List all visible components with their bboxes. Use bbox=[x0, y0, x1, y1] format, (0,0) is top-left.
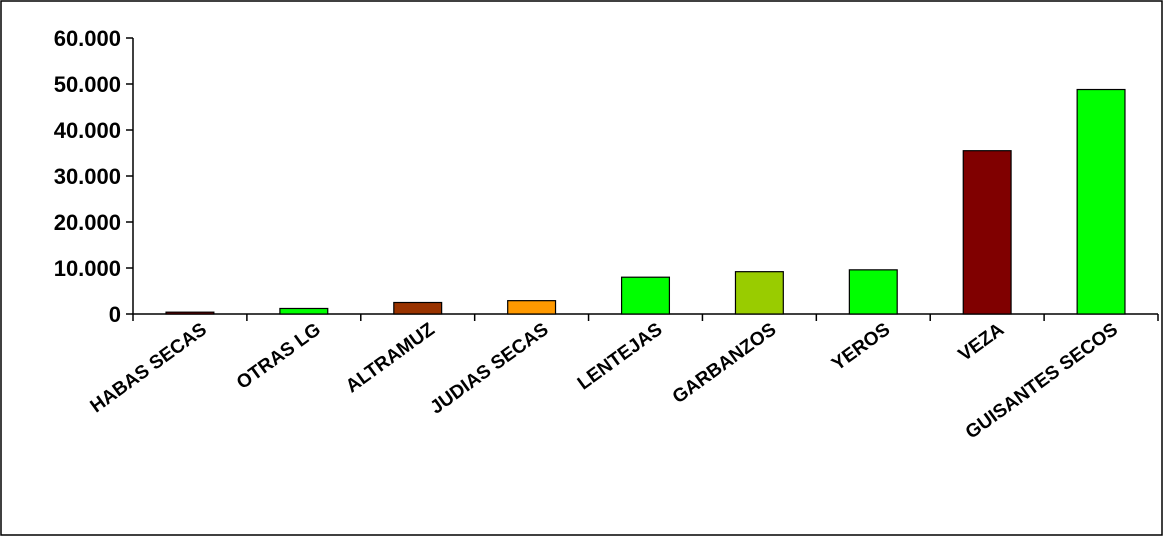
bar-garbanzos bbox=[735, 272, 783, 314]
y-tick-label: 60.000 bbox=[54, 26, 121, 51]
bar-otras-lg bbox=[280, 308, 328, 314]
y-tick-label: 0 bbox=[109, 302, 121, 327]
bar-guisantes-secos bbox=[1077, 90, 1125, 314]
y-tick-label: 40.000 bbox=[54, 118, 121, 143]
y-tick-label: 50.000 bbox=[54, 72, 121, 97]
y-tick-label: 10.000 bbox=[54, 256, 121, 281]
bar-yeros bbox=[849, 270, 897, 314]
bar-veza bbox=[963, 151, 1011, 314]
y-tick-label: 20.000 bbox=[54, 210, 121, 235]
bar-habas-secas bbox=[166, 312, 214, 314]
bar-altramuz bbox=[394, 303, 442, 315]
bar-judias-secas bbox=[508, 301, 556, 314]
bar-lentejas bbox=[622, 277, 670, 314]
y-tick-label: 30.000 bbox=[54, 164, 121, 189]
